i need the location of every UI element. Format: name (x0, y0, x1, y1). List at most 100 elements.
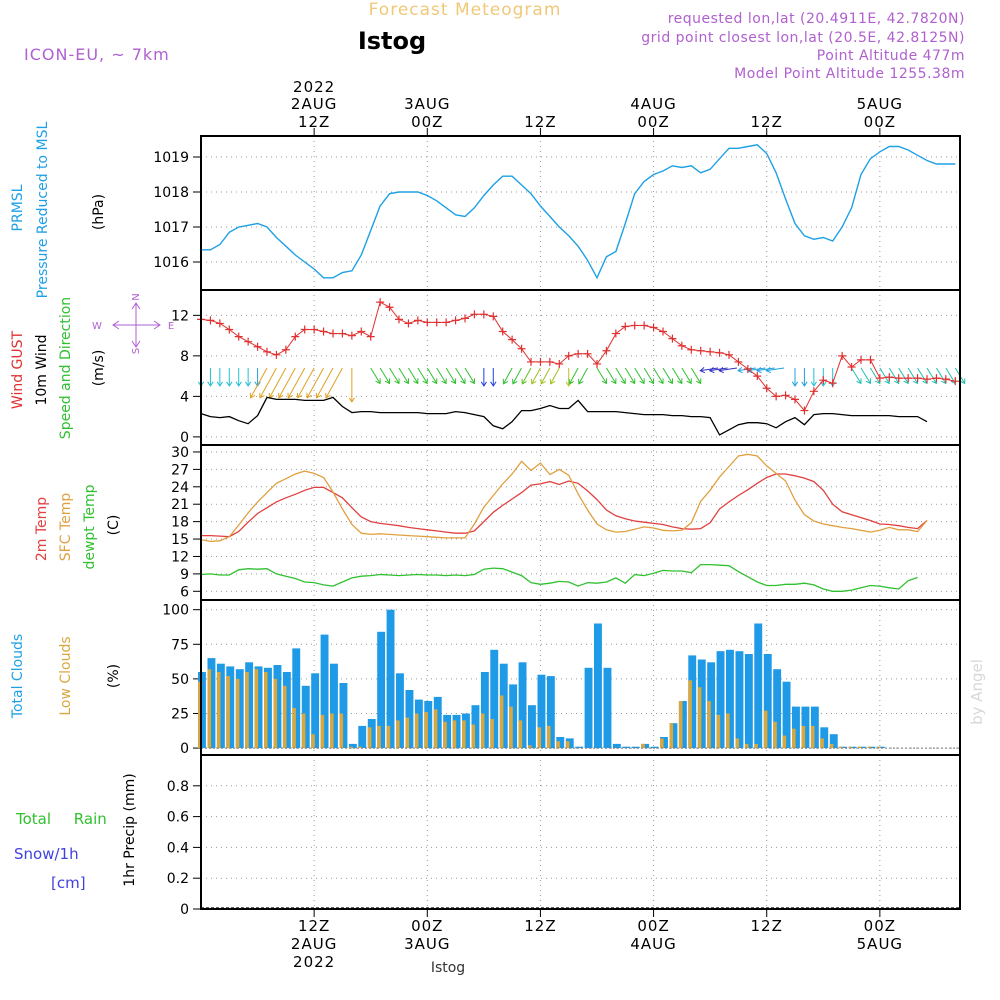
wind-barb (426, 367, 438, 385)
wind-barb (287, 367, 306, 399)
gust-marker (244, 337, 253, 346)
t2m-line (201, 473, 928, 538)
low-cloud-bar (820, 738, 824, 749)
gust-marker (451, 316, 460, 325)
wind-barb-head (699, 367, 706, 374)
total-cloud-bar (707, 662, 716, 749)
total-cloud-bar (622, 746, 631, 749)
gust-marker (272, 350, 281, 359)
low-cloud-bar (716, 714, 721, 749)
wind-barb (801, 368, 808, 387)
dewpt-line (200, 563, 918, 592)
wind-ytick-label: 4 (180, 389, 189, 405)
low-cloud-bar (207, 669, 212, 749)
wind-barb-head (348, 397, 355, 403)
low-cloud-bar (198, 681, 202, 749)
bottom-hour-label: 00Z (637, 917, 669, 935)
wind-barb-head (259, 392, 265, 399)
wind-barb-shaft (851, 367, 862, 384)
total-cloud-bar (245, 662, 254, 749)
wind-barb-shaft (898, 367, 909, 384)
gust-marker (347, 331, 356, 340)
wind-barb (662, 367, 673, 385)
requested-coords: requested lon,lat (20.4911E, 42.7820N) (668, 11, 965, 27)
location-title: Istog (358, 27, 426, 55)
total-cloud-bar (292, 648, 301, 748)
bottom-hour-label: 12Z (751, 917, 783, 935)
wind-barb-shaft (297, 367, 315, 399)
dewpt-label: dewpt Temp (82, 484, 98, 569)
total-cloud-bar (726, 649, 734, 749)
top-hour-label: 12Z (751, 113, 783, 131)
wind-barb (791, 368, 799, 387)
low-cloud-bar (509, 706, 513, 749)
low-cloud-bar (546, 725, 551, 748)
total-cloud-bar (716, 651, 725, 749)
wind-barb-shaft (615, 367, 626, 384)
total-cloud-bar (348, 743, 357, 749)
wind-barb-shaft (747, 367, 766, 372)
clouds-panel: 0 25 50 75 100 (162, 600, 960, 757)
wind-barb (672, 367, 683, 385)
wind-barb-shaft (521, 367, 532, 385)
gust-marker (941, 375, 950, 384)
gust-marker (300, 325, 309, 334)
gust-marker (291, 332, 300, 341)
wind-barb (917, 367, 928, 385)
total-cloud-bar (839, 746, 848, 749)
gust-marker (253, 342, 262, 351)
total-cloud-bar (603, 667, 612, 749)
grid-point-coords: grid point closest lon,lat (20.5E, 42.81… (641, 30, 965, 46)
low-cloud-bar (471, 724, 476, 749)
gust-marker (376, 298, 385, 307)
total-cloud-bar (697, 659, 706, 749)
wind-barb-head (375, 378, 381, 385)
wind-barb-head (658, 378, 664, 385)
total-cloud-bar (858, 746, 866, 749)
wind-barb-head (755, 367, 762, 374)
low-cloud-bar (641, 743, 645, 749)
total-cloud-bar (339, 683, 348, 748)
temp-ytick-label: 12 (171, 549, 189, 565)
wind-barb-head (521, 378, 527, 385)
precip-unit-label: 1hr Precip (mm) (122, 773, 138, 886)
low-cloud-bar (867, 746, 872, 749)
clouds-ytick-label: 25 (171, 706, 189, 722)
bottom-hour-label: 00Z (411, 917, 443, 935)
wind-barb-head (540, 378, 546, 385)
wind-barb-head (677, 378, 683, 385)
gust-marker (885, 373, 894, 382)
wind-barb (207, 368, 214, 387)
low-cloud-bar (396, 720, 400, 749)
wind-barb-head (611, 378, 617, 385)
low-cloud-bar (528, 745, 532, 749)
total-cloud-bar (282, 672, 291, 749)
compass-n: N (131, 293, 142, 300)
total-cloud-bar (518, 662, 527, 749)
total-cloud-bar (876, 746, 885, 749)
precip-ytick-label: 0.4 (167, 840, 189, 856)
wind-barb-head (578, 378, 584, 385)
total-cloud-bar (763, 654, 772, 749)
wind-barb-head (512, 378, 518, 385)
bottom-day-label: 5AUG (857, 935, 903, 953)
wind-barb-shaft (370, 367, 381, 384)
gust-marker (319, 327, 328, 336)
wind-barb-head (502, 378, 509, 385)
gust-marker (470, 310, 479, 319)
total-cloud-bar (358, 725, 367, 748)
top-hour-label: 00Z (637, 113, 669, 131)
gust-marker (310, 325, 319, 334)
pressure-ytick-label: 1016 (153, 255, 189, 271)
total-cloud-bar (443, 714, 452, 749)
wind-barb-head (718, 367, 724, 374)
gust-marker (725, 350, 733, 359)
gust-marker (847, 362, 856, 371)
temperature-labels: 2m Temp SFC Temp dewpt Temp (C) (34, 484, 122, 569)
wind-barb-shaft (306, 367, 325, 399)
gust-marker (809, 387, 818, 396)
wind-barb-shaft (681, 367, 692, 384)
low-cloud-bar (386, 725, 391, 748)
wind-barb-shaft (503, 367, 513, 385)
